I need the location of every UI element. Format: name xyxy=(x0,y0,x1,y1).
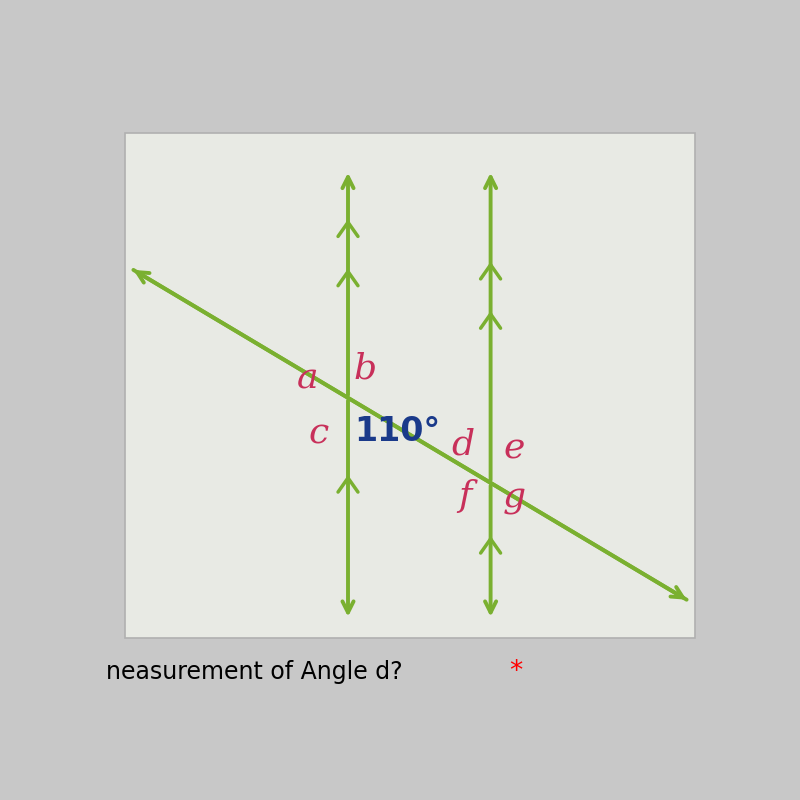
Text: e: e xyxy=(503,432,525,466)
Text: neasurement of Angle d?: neasurement of Angle d? xyxy=(106,660,403,684)
Text: b: b xyxy=(354,351,377,386)
Text: c: c xyxy=(308,417,328,450)
Text: *: * xyxy=(510,659,522,685)
Text: d: d xyxy=(451,428,474,462)
Text: 110°: 110° xyxy=(354,415,441,448)
Text: g: g xyxy=(502,482,526,515)
Text: f: f xyxy=(458,479,471,514)
Text: a: a xyxy=(297,361,318,395)
Bar xyxy=(125,133,695,638)
